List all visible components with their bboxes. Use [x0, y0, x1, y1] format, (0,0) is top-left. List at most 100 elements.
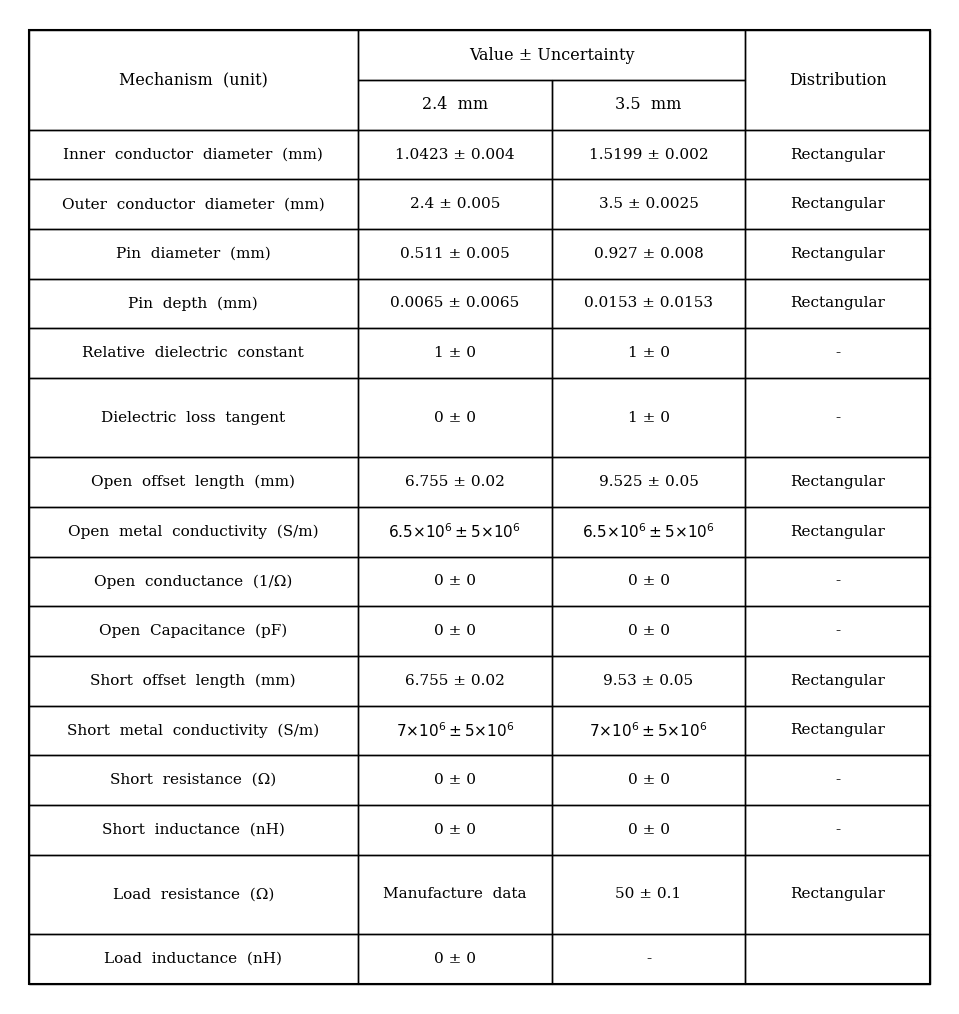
Bar [29, 507, 358, 557]
Bar [745, 279, 930, 329]
Bar [29, 30, 358, 130]
Bar [358, 934, 551, 984]
Bar [358, 229, 551, 279]
Text: Short  offset  length  (mm): Short offset length (mm) [90, 673, 296, 687]
Text: Load  resistance  (Ω): Load resistance (Ω) [112, 887, 274, 901]
Text: 1.0423 ± 0.004: 1.0423 ± 0.004 [395, 147, 515, 161]
Text: 0 ± 0: 0 ± 0 [627, 624, 669, 638]
Text: Short  resistance  (Ω): Short resistance (Ω) [110, 773, 276, 787]
Bar [551, 656, 745, 706]
Bar [745, 706, 930, 755]
Text: Distribution: Distribution [789, 72, 887, 88]
Text: 1.5199 ± 0.002: 1.5199 ± 0.002 [589, 147, 709, 161]
Text: Rectangular: Rectangular [790, 197, 885, 211]
Text: 0 ± 0: 0 ± 0 [433, 411, 476, 425]
Bar [551, 378, 745, 457]
Bar [29, 805, 358, 855]
Bar [551, 229, 745, 279]
Text: Rectangular: Rectangular [790, 476, 885, 489]
Text: Rectangular: Rectangular [790, 246, 885, 261]
Text: 0 ± 0: 0 ± 0 [433, 624, 476, 638]
Text: 0 ± 0: 0 ± 0 [627, 575, 669, 588]
Bar [551, 855, 745, 934]
Bar [551, 606, 745, 656]
Text: Dielectric  loss  tangent: Dielectric loss tangent [102, 411, 286, 425]
Bar [551, 755, 745, 805]
Bar [358, 457, 551, 507]
Bar [551, 179, 745, 229]
Text: 2.4  mm: 2.4 mm [422, 96, 488, 114]
Text: -: - [835, 411, 840, 425]
Bar [358, 706, 551, 755]
Bar [551, 557, 745, 606]
Bar [358, 656, 551, 706]
Bar [745, 130, 930, 179]
Bar [745, 934, 930, 984]
Text: 1 ± 0: 1 ± 0 [433, 346, 476, 360]
Text: Value ± Uncertainty: Value ± Uncertainty [469, 47, 634, 64]
Bar [29, 179, 358, 229]
Text: $7{\times}10^{6} \pm 5{\times}10^{6}$: $7{\times}10^{6} \pm 5{\times}10^{6}$ [396, 721, 514, 740]
Text: -: - [646, 952, 651, 965]
Text: Outer  conductor  diameter  (mm): Outer conductor diameter (mm) [62, 197, 325, 211]
Text: 1 ± 0: 1 ± 0 [627, 346, 669, 360]
Bar [551, 507, 745, 557]
Text: 1 ± 0: 1 ± 0 [627, 411, 669, 425]
Text: 50 ± 0.1: 50 ± 0.1 [616, 887, 682, 901]
Bar [29, 378, 358, 457]
Text: Mechanism  (unit): Mechanism (unit) [119, 72, 268, 88]
Bar [551, 80, 745, 130]
Text: -: - [835, 773, 840, 787]
Bar [551, 934, 745, 984]
Bar [358, 279, 551, 329]
Text: Rectangular: Rectangular [790, 673, 885, 687]
Bar [29, 706, 358, 755]
Text: -: - [835, 346, 840, 360]
Text: 9.525 ± 0.05: 9.525 ± 0.05 [598, 476, 698, 489]
Bar [745, 606, 930, 656]
Bar [358, 179, 551, 229]
Text: 0 ± 0: 0 ± 0 [627, 773, 669, 787]
Text: Rectangular: Rectangular [790, 525, 885, 538]
Text: 6.755 ± 0.02: 6.755 ± 0.02 [405, 476, 504, 489]
Text: Relative  dielectric  constant: Relative dielectric constant [82, 346, 304, 360]
Bar [745, 329, 930, 378]
Text: Manufacture  data: Manufacture data [383, 887, 526, 901]
Text: -: - [835, 575, 840, 588]
Bar [358, 329, 551, 378]
Text: 0 ± 0: 0 ± 0 [433, 822, 476, 837]
Text: 0 ± 0: 0 ± 0 [433, 952, 476, 965]
Bar [358, 557, 551, 606]
Text: 0 ± 0: 0 ± 0 [433, 773, 476, 787]
Text: Rectangular: Rectangular [790, 723, 885, 737]
Bar [358, 80, 551, 130]
Text: Short  metal  conductivity  (S/m): Short metal conductivity (S/m) [67, 723, 319, 737]
Text: Rectangular: Rectangular [790, 296, 885, 310]
Text: Open  conductance  (1/Ω): Open conductance (1/Ω) [94, 574, 292, 589]
Text: 2.4 ± 0.005: 2.4 ± 0.005 [409, 197, 500, 211]
Bar [745, 557, 930, 606]
Bar [551, 279, 745, 329]
Text: 0.511 ± 0.005: 0.511 ± 0.005 [400, 246, 509, 261]
Bar [745, 229, 930, 279]
Text: Rectangular: Rectangular [790, 887, 885, 901]
Bar [745, 30, 930, 130]
Text: Short  inductance  (nH): Short inductance (nH) [102, 822, 285, 837]
Bar [358, 507, 551, 557]
Text: 0.927 ± 0.008: 0.927 ± 0.008 [594, 246, 703, 261]
Text: $7{\times}10^{6} \pm 5{\times}10^{6}$: $7{\times}10^{6} \pm 5{\times}10^{6}$ [590, 721, 708, 740]
Bar [551, 457, 745, 507]
Text: Rectangular: Rectangular [790, 147, 885, 161]
Text: Pin  depth  (mm): Pin depth (mm) [129, 296, 258, 310]
Bar [551, 130, 745, 179]
Bar [745, 457, 930, 507]
Bar [745, 755, 930, 805]
Bar [745, 656, 930, 706]
Bar [745, 855, 930, 934]
Bar [358, 606, 551, 656]
Bar [358, 805, 551, 855]
Text: 0 ± 0: 0 ± 0 [433, 575, 476, 588]
Bar [745, 507, 930, 557]
Text: 0.0153 ± 0.0153: 0.0153 ± 0.0153 [584, 296, 713, 310]
Bar [29, 329, 358, 378]
